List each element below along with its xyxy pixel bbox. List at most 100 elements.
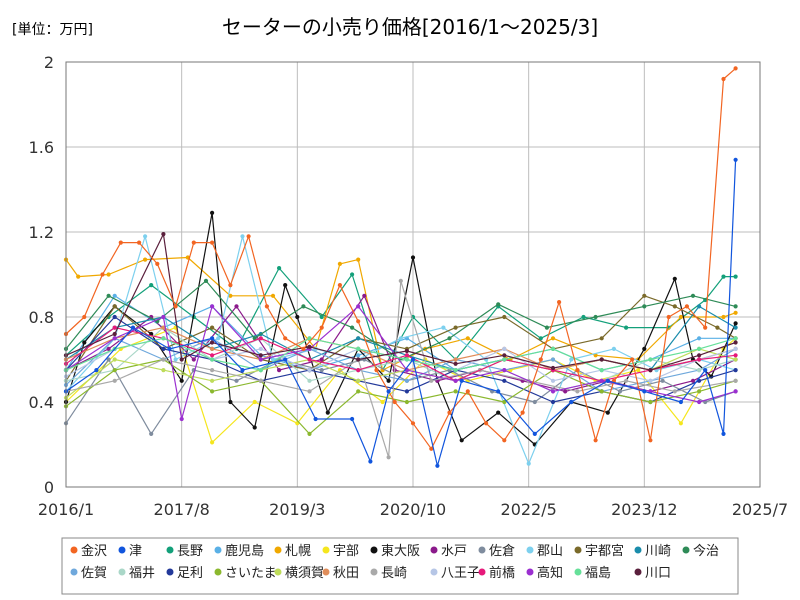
series-line <box>65 67 736 450</box>
data-point <box>234 304 239 309</box>
data-point <box>733 66 738 71</box>
data-point <box>703 368 708 373</box>
data-point <box>599 389 604 394</box>
data-point <box>386 389 391 394</box>
legend-label: 札幌 <box>285 543 311 559</box>
data-point <box>526 461 531 466</box>
data-point <box>161 357 166 362</box>
x-tick-label: 2023/12 <box>611 500 677 519</box>
y-tick-label: 2 <box>44 53 54 72</box>
legend-label: 長崎 <box>381 566 407 581</box>
data-point <box>642 346 647 351</box>
legend-item: 足利 <box>166 566 203 581</box>
data-point <box>240 234 245 239</box>
data-point <box>356 319 361 324</box>
data-point <box>453 389 458 394</box>
data-point <box>447 336 452 341</box>
data-point <box>581 314 586 320</box>
data-point <box>617 389 623 394</box>
data-point <box>356 389 361 394</box>
legend-item: 宇部 <box>322 544 359 559</box>
data-point <box>167 346 172 351</box>
data-point <box>733 157 738 162</box>
legend-item: 長野 <box>166 544 203 559</box>
data-point <box>502 378 507 383</box>
data-point <box>465 336 470 341</box>
data-point <box>660 378 665 383</box>
data-point <box>161 336 166 341</box>
data-point <box>143 234 148 239</box>
data-point <box>392 399 397 405</box>
data-point <box>630 357 635 362</box>
data-point <box>678 399 684 405</box>
data-point <box>697 304 702 309</box>
data-point <box>210 304 215 309</box>
data-point <box>386 455 391 460</box>
legend-item: 長崎 <box>370 566 407 581</box>
data-point <box>356 336 361 341</box>
data-point <box>502 438 507 443</box>
data-point <box>319 314 324 320</box>
data-point <box>697 346 702 351</box>
data-point <box>173 304 178 309</box>
legend-item: 高知 <box>526 565 563 581</box>
data-point <box>672 389 677 394</box>
y-tick-label: 0 <box>44 478 54 497</box>
data-point <box>563 389 568 394</box>
data-point <box>599 368 604 373</box>
legend-label: 川崎 <box>645 544 671 559</box>
legend-marker <box>634 546 642 554</box>
data-point <box>356 346 361 351</box>
legend-marker <box>166 568 174 576</box>
legend-item: 川口 <box>634 566 671 581</box>
data-point <box>642 304 647 309</box>
data-point <box>684 304 690 309</box>
legend-marker <box>70 568 78 576</box>
data-point <box>398 336 403 341</box>
data-point <box>210 240 215 245</box>
x-tick-label: 2020/10 <box>380 500 446 519</box>
data-point <box>130 325 136 330</box>
data-point <box>557 300 562 305</box>
data-point <box>532 431 537 436</box>
data-point <box>648 399 653 405</box>
series-line <box>65 327 736 443</box>
data-point <box>203 278 209 283</box>
legend-item: 札幌 <box>274 543 311 559</box>
data-point <box>173 357 178 362</box>
legend-label: 高知 <box>537 565 563 581</box>
legend-marker <box>478 546 486 554</box>
y-axis: 0 0.4 0.8 1.2 1.6 2 <box>29 53 54 497</box>
data-point <box>307 378 312 383</box>
series-line <box>65 280 736 458</box>
data-point <box>277 266 282 271</box>
legend-marker <box>370 546 378 554</box>
data-point <box>161 232 166 237</box>
x-tick-label: 2019/3 <box>269 500 325 519</box>
data-point <box>666 314 671 320</box>
data-point <box>404 357 409 362</box>
legend-item: 郡山 <box>526 544 563 559</box>
data-point <box>636 368 641 373</box>
legend-item: 津 <box>118 544 142 559</box>
data-point <box>697 399 702 405</box>
x-tick-label: 2025/7 <box>732 500 788 519</box>
data-point <box>733 378 738 383</box>
legend-item: 東大阪 <box>370 543 420 559</box>
legend-marker <box>70 546 78 554</box>
data-point <box>191 240 196 245</box>
data-point <box>721 314 726 320</box>
legend-item: さいたま <box>214 566 277 581</box>
data-point <box>350 325 355 330</box>
data-point <box>362 293 367 298</box>
data-point <box>642 389 647 394</box>
data-point <box>404 348 409 354</box>
data-point <box>82 314 87 320</box>
data-point <box>733 353 738 358</box>
data-point <box>94 368 99 373</box>
data-point <box>319 357 324 362</box>
unit-label: [単位：万円] <box>12 22 93 38</box>
data-point <box>697 389 702 394</box>
data-point <box>715 325 720 330</box>
data-point <box>106 293 111 298</box>
